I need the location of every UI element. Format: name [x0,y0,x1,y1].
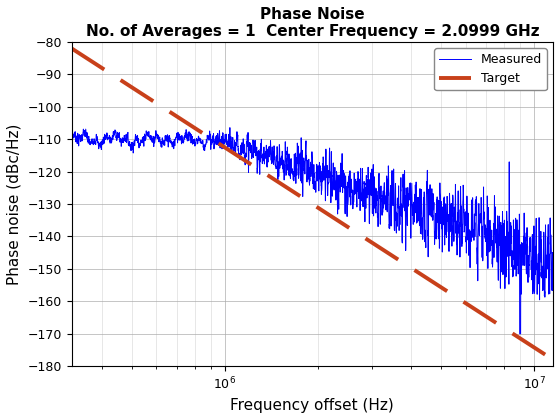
Title: Phase Noise
No. of Averages = 1  Center Frequency = 2.0999 GHz: Phase Noise No. of Averages = 1 Center F… [86,7,539,39]
Measured [253,150,260,155]
Measured [540,232,547,237]
Measured [550,266,557,271]
Legend: Measured, Target: Measured, Target [435,48,547,90]
X-axis label: Frequency offset (Hz): Frequency offset (Hz) [231,398,394,413]
Measured [274,144,281,149]
Measured [516,331,523,336]
Y-axis label: Phase noise (dBc/Hz): Phase noise (dBc/Hz) [7,123,22,285]
Measured [152,134,158,139]
Measured [227,125,234,130]
Measured [123,140,130,145]
Line: Measured: Measured [72,128,553,334]
Measured [68,132,75,137]
Measured [488,236,495,241]
